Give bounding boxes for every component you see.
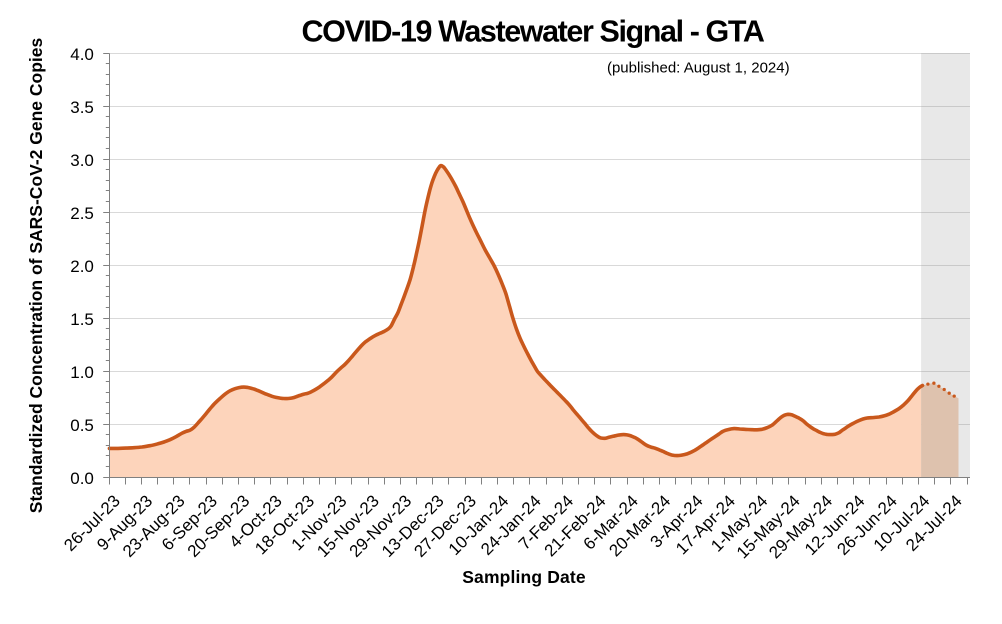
- svg-text:1.5: 1.5: [70, 310, 94, 329]
- svg-text:0.5: 0.5: [70, 416, 94, 435]
- svg-text:3.5: 3.5: [70, 98, 94, 117]
- svg-text:COVID-19 Wastewater Signal - G: COVID-19 Wastewater Signal - GTA: [302, 15, 765, 49]
- svg-text:3.0: 3.0: [70, 151, 94, 170]
- svg-text:0.0: 0.0: [70, 469, 94, 488]
- svg-text:Standardized Concentration of: Standardized Concentration of SARS-CoV-2…: [26, 38, 46, 514]
- svg-text:4.0: 4.0: [70, 45, 94, 64]
- svg-text:1.0: 1.0: [70, 363, 94, 382]
- svg-text:2.0: 2.0: [70, 257, 94, 276]
- svg-text:Sampling Date: Sampling Date: [462, 567, 586, 587]
- svg-text:(published: August 1, 2024): (published: August 1, 2024): [607, 60, 790, 77]
- svg-text:2.5: 2.5: [70, 204, 94, 223]
